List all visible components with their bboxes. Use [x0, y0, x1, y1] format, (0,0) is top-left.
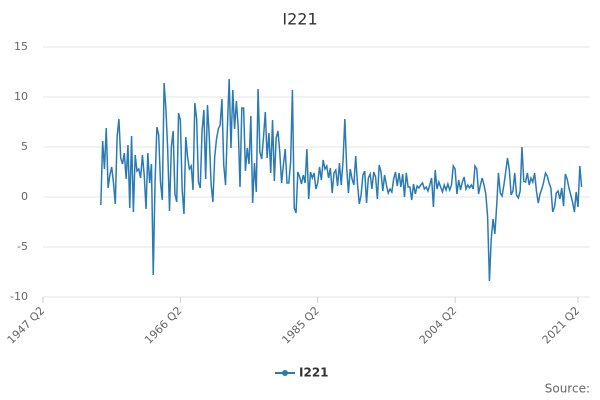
- x-tick-label: 2004 Q2: [417, 304, 460, 347]
- x-tick-label: 1985 Q2: [279, 304, 322, 347]
- x-tick-label: 1966 Q2: [142, 304, 185, 347]
- y-tick-label: 10: [14, 90, 28, 103]
- y-tick-label: -10: [10, 290, 28, 303]
- chart-title: I221: [282, 10, 317, 29]
- source: Source:: [545, 382, 590, 396]
- legend-label: I221: [299, 366, 329, 380]
- y-tick-label: 0: [21, 190, 28, 203]
- series-line: [100, 78, 583, 282]
- y-tick-label: 15: [14, 40, 28, 53]
- y-tick-label: -5: [17, 240, 28, 253]
- x-tick-label: 2021 Q2: [540, 304, 583, 347]
- legend-marker: [282, 370, 288, 376]
- y-tick-label: 5: [21, 140, 28, 153]
- x-tick-label: 1947 Q2: [5, 304, 48, 347]
